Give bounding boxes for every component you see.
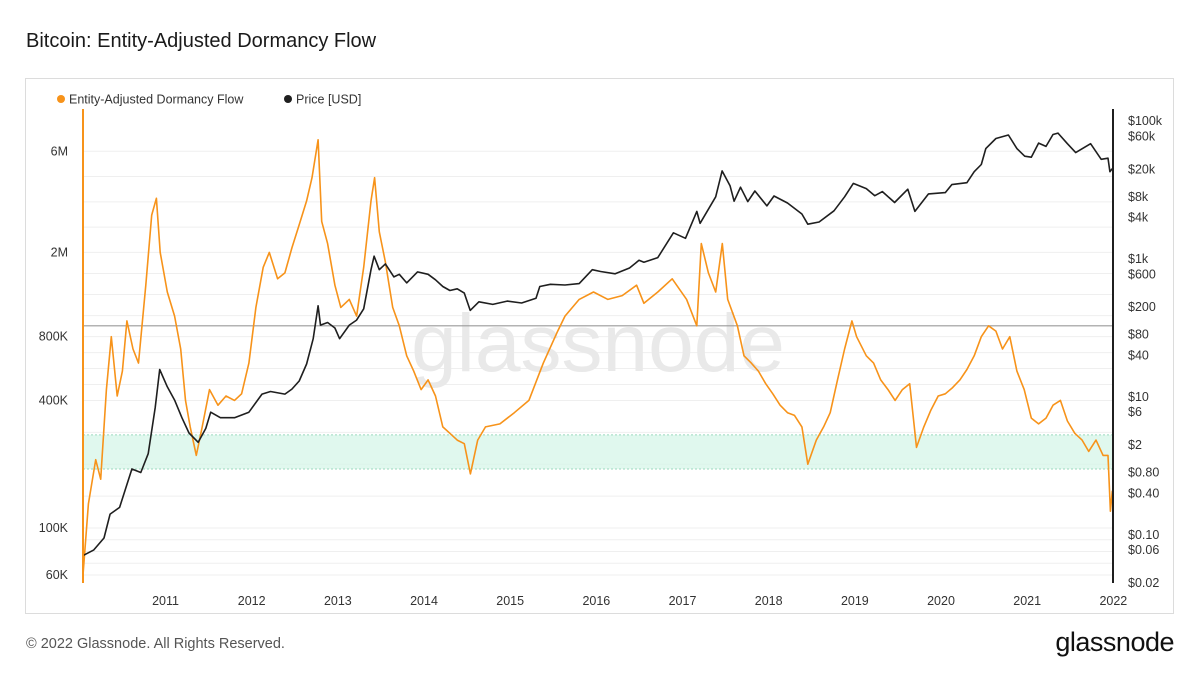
x-tick-label: 2012 xyxy=(238,594,266,608)
x-tick-label: 2022 xyxy=(1099,594,1127,608)
y-right-tick-label: $600 xyxy=(1128,267,1156,281)
y-right-tick-label: $40 xyxy=(1128,348,1149,362)
x-tick-label: 2013 xyxy=(324,594,352,608)
y-right-tick-label: $0.10 xyxy=(1128,528,1159,542)
watermark-text: glassnode xyxy=(411,298,785,389)
y-right-tick-label: $4k xyxy=(1128,211,1149,225)
chart-title: Bitcoin: Entity-Adjusted Dormancy Flow xyxy=(26,30,377,52)
chart-svg: glassnode60K100K400K800K2M6M$0.02$0.06$0… xyxy=(39,93,1163,609)
x-tick-label: 2019 xyxy=(841,594,869,608)
y-left-tick-label: 400K xyxy=(39,393,69,407)
y-right-tick-label: $0.80 xyxy=(1128,466,1159,480)
legend-marker-price xyxy=(284,95,292,103)
y-right-tick-label: $20k xyxy=(1128,162,1156,176)
y-right-tick-label: $100k xyxy=(1128,114,1163,128)
grid-lines xyxy=(83,150,1113,576)
legend-marker-dormancy xyxy=(57,95,65,103)
threshold-band xyxy=(83,434,1113,469)
y-right-tick-label: $0.40 xyxy=(1128,486,1159,500)
y-right-tick-label: $0.06 xyxy=(1128,543,1159,557)
y-right-tick-label: $6 xyxy=(1128,405,1142,419)
brand-logo: glassnode xyxy=(1055,627,1174,657)
x-tick-label: 2011 xyxy=(152,594,179,608)
y-right-tick-label: $8k xyxy=(1128,190,1149,204)
y-left-tick-label: 800K xyxy=(39,330,69,344)
chart-panel: glassnode 60K 100K 400K 800K 2M 6M $0.02 $0.06 $0… xyxy=(25,78,1174,614)
x-tick-label: 2017 xyxy=(669,594,697,608)
x-tick-label: 2021 xyxy=(1013,594,1041,608)
y-left-tick-label: 6M xyxy=(51,144,68,158)
x-tick-label: 2020 xyxy=(927,594,955,608)
y-left-tick-label: 60K xyxy=(46,568,69,582)
copyright-text: © 2022 Glassnode. All Rights Reserved. xyxy=(26,636,285,652)
y-right-tick-label: $1k xyxy=(1128,252,1149,266)
x-tick-label: 2015 xyxy=(496,594,524,608)
y-right-tick-label: $0.02 xyxy=(1128,576,1159,590)
legend-label-price: Price [USD] xyxy=(296,93,361,107)
y-right-tick-label: $200 xyxy=(1128,300,1156,314)
dormancy-flow-line xyxy=(82,139,1114,576)
y-left-tick-label: 2M xyxy=(51,245,68,259)
x-tick-label: 2018 xyxy=(755,594,783,608)
y-right-tick-label: $10 xyxy=(1128,390,1149,404)
legend-label-dormancy: Entity-Adjusted Dormancy Flow xyxy=(69,93,244,107)
y-right-tick-label: $60k xyxy=(1128,129,1156,143)
legend: Entity-Adjusted Dormancy Flow Price [USD] xyxy=(57,93,361,107)
price-line xyxy=(82,132,1113,557)
y-left-tick-label: 100K xyxy=(39,521,69,535)
y-right-tick-label: $80 xyxy=(1128,328,1149,342)
x-tick-label: 2014 xyxy=(410,594,438,608)
y-right-tick-label: $2 xyxy=(1128,438,1142,452)
x-tick-label: 2016 xyxy=(582,594,610,608)
